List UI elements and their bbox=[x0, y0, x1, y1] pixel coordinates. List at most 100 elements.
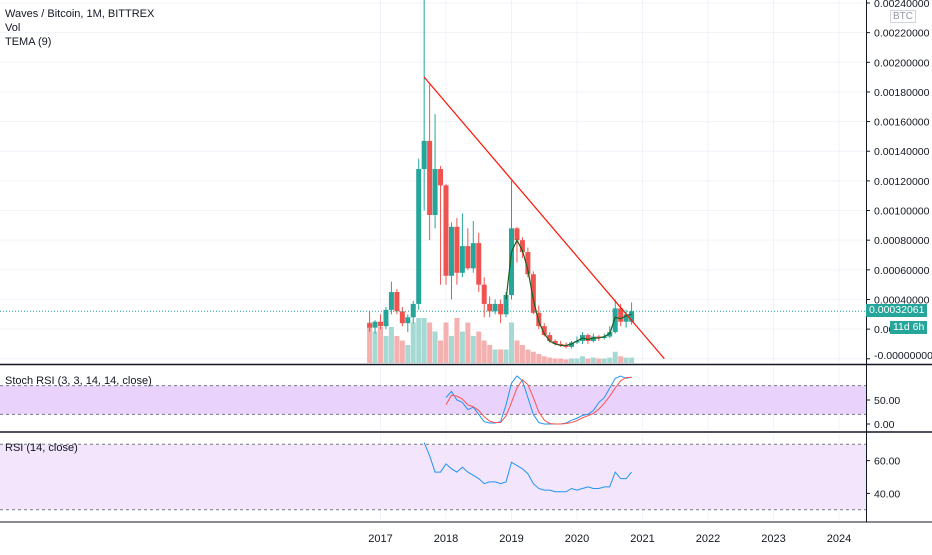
volume-bar bbox=[367, 322, 373, 363]
stoch-line-k bbox=[445, 375, 632, 425]
time-axis-label-2018: 2018 bbox=[434, 533, 458, 545]
time-axis-label-2021: 2021 bbox=[630, 533, 654, 545]
candle-body bbox=[563, 345, 569, 347]
candle-body bbox=[448, 226, 454, 276]
volume-bar bbox=[372, 331, 378, 363]
candle-body bbox=[399, 311, 405, 324]
volume-bar bbox=[530, 351, 536, 363]
volume-bar bbox=[388, 327, 394, 363]
price-axis-label: 0.00200000 bbox=[874, 57, 930, 69]
candle-body bbox=[612, 308, 618, 333]
volume-bar bbox=[536, 354, 542, 363]
candle-body bbox=[530, 274, 536, 313]
volume-bar bbox=[459, 331, 465, 363]
candle-body bbox=[574, 340, 580, 343]
candle-body bbox=[623, 314, 629, 322]
volume-bar bbox=[509, 322, 514, 363]
candle-body bbox=[519, 240, 525, 253]
tema-legend[interactable]: TEMA (9) bbox=[5, 36, 52, 48]
candle-body bbox=[514, 228, 520, 241]
price-axis-label: 0.00060000 bbox=[874, 265, 930, 277]
volume-bar bbox=[481, 340, 487, 363]
candle-body bbox=[601, 336, 607, 339]
volume-bar bbox=[438, 340, 444, 363]
last-price-tag: 0.00032061 bbox=[866, 304, 928, 318]
candle-body bbox=[427, 140, 433, 215]
price-axis-label: 0.00220000 bbox=[874, 28, 930, 40]
volume-bar bbox=[563, 359, 569, 363]
volume-bar bbox=[465, 322, 471, 363]
candle-body bbox=[607, 332, 613, 337]
trendline bbox=[423, 76, 665, 360]
volume-bar bbox=[383, 336, 389, 363]
rsi-band bbox=[0, 444, 866, 510]
stoch-rsi-title[interactable]: Stoch RSI (3, 3, 14, 14, close) bbox=[5, 375, 152, 387]
candle-body bbox=[459, 246, 465, 273]
stoch-band bbox=[0, 385, 866, 415]
candle-body bbox=[454, 226, 460, 273]
volume-bar bbox=[519, 345, 525, 363]
candle-body bbox=[394, 292, 400, 312]
volume-bar bbox=[558, 358, 564, 363]
time-axis-label-2022: 2022 bbox=[696, 533, 720, 545]
bar-countdown-tag: 11d 6h bbox=[890, 321, 928, 334]
volume-bar bbox=[569, 358, 575, 363]
candle-body bbox=[569, 342, 575, 347]
stoch-axis-label: 0.00 bbox=[874, 419, 895, 431]
candle-body bbox=[558, 343, 564, 346]
candle-body bbox=[438, 169, 444, 186]
time-axis-label-2023: 2023 bbox=[761, 533, 785, 545]
rsi-axis-label: 40.00 bbox=[874, 488, 900, 500]
volume-bar bbox=[618, 356, 624, 363]
volume-legend[interactable]: Vol bbox=[5, 22, 21, 34]
volume-bar bbox=[541, 356, 547, 363]
price-axis-label: 0.00120000 bbox=[874, 176, 930, 188]
volume-bar bbox=[476, 331, 482, 363]
time-axis-label-2019: 2019 bbox=[499, 533, 523, 545]
candle-body bbox=[498, 303, 504, 315]
candle-body bbox=[410, 303, 416, 318]
volume-bar bbox=[585, 358, 591, 363]
rsi-title[interactable]: RSI (14, close) bbox=[5, 442, 78, 454]
volume-bar bbox=[410, 322, 416, 363]
candle-body bbox=[547, 335, 553, 341]
volume-bar bbox=[470, 336, 476, 363]
volume-bar bbox=[579, 356, 585, 363]
volume-bar bbox=[607, 357, 613, 363]
candle-body bbox=[432, 169, 438, 215]
volume-bar bbox=[448, 336, 454, 363]
candle-body bbox=[509, 228, 514, 296]
volume-bar bbox=[612, 351, 618, 363]
volume-bar bbox=[399, 340, 405, 363]
candle-body bbox=[552, 340, 558, 344]
volume-bar bbox=[596, 358, 602, 363]
price-axis-label: 0.00160000 bbox=[874, 117, 930, 129]
time-axis-label-2024: 2024 bbox=[827, 533, 851, 545]
candle-body bbox=[481, 284, 487, 304]
volume-bar bbox=[443, 322, 449, 363]
candle-body bbox=[367, 323, 373, 328]
time-axis-label-2017: 2017 bbox=[368, 533, 392, 545]
currency-label: BTC bbox=[890, 10, 916, 23]
stoch-axis-label: 50.00 bbox=[874, 395, 900, 407]
volume-bar bbox=[394, 336, 400, 363]
candle-body bbox=[378, 321, 383, 327]
candle-body bbox=[465, 246, 471, 269]
candle-body bbox=[618, 308, 624, 322]
price-axis-label: 0.00180000 bbox=[874, 87, 930, 99]
volume-bar bbox=[629, 357, 635, 363]
volume-bar bbox=[416, 318, 422, 363]
volume-bar bbox=[498, 349, 504, 363]
candle-body bbox=[421, 140, 427, 170]
candle-body bbox=[476, 243, 482, 285]
volume-bar bbox=[601, 358, 607, 363]
candle-body bbox=[383, 309, 389, 327]
symbol-title[interactable]: Waves / Bitcoin, 1M, BITTREX bbox=[5, 8, 155, 20]
volume-bar bbox=[454, 318, 460, 363]
candle-body bbox=[492, 303, 498, 312]
candle-body bbox=[503, 295, 509, 315]
rsi-line bbox=[423, 442, 632, 493]
volume-bar bbox=[552, 358, 558, 363]
